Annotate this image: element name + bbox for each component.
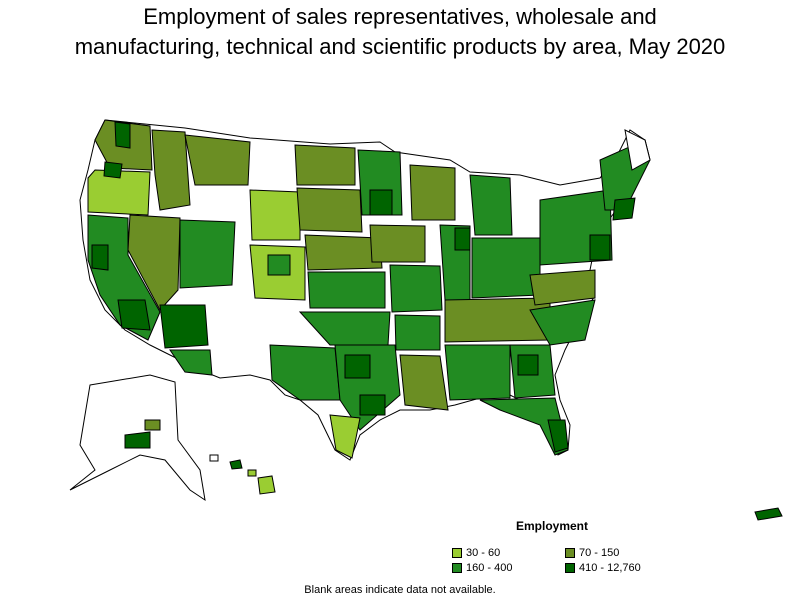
region-carolinas — [529, 299, 596, 346]
region-boston — [612, 197, 636, 221]
region-id — [151, 129, 191, 211]
region-ky-tn — [444, 297, 551, 343]
alaska-anchorage — [124, 431, 151, 449]
region-nd — [294, 144, 356, 186]
region-houston — [359, 394, 386, 416]
region-chicago — [454, 227, 471, 251]
legend-item-70-150: 70 - 150 — [565, 547, 619, 559]
legend-label: 410 - 12,760 — [579, 562, 641, 574]
region-denver — [267, 254, 291, 276]
hawaii-kauai — [209, 454, 219, 462]
legend-label: 160 - 400 — [466, 562, 513, 574]
legend-swatch — [565, 548, 575, 558]
hawaii — [209, 454, 276, 495]
legend-label: 70 - 150 — [579, 547, 620, 559]
legend-item-160-400: 160 - 400 — [452, 562, 512, 574]
region-az — [159, 304, 209, 349]
footnote: Blank areas indicate data not available. — [304, 584, 496, 596]
region-seattle — [114, 121, 131, 149]
region-in-oh — [471, 237, 541, 299]
legend-title: Employment — [516, 519, 589, 533]
region-wi — [409, 164, 456, 221]
hawaii-big-island — [257, 475, 276, 495]
region-mo — [389, 264, 443, 313]
region-sd — [296, 187, 363, 233]
puerto-rico — [754, 507, 783, 521]
region-va — [529, 269, 596, 306]
alaska — [69, 374, 206, 502]
region-ut — [179, 219, 236, 289]
region-ms-al — [444, 344, 511, 401]
region-la-state — [399, 354, 449, 411]
region-la — [117, 299, 151, 331]
region-mpls — [369, 189, 393, 216]
region-atlanta — [517, 354, 539, 376]
region-bay-area — [91, 244, 109, 271]
region-az-south — [169, 349, 213, 376]
region-mt-west — [184, 134, 251, 186]
legend-item-410-12760: 410 - 12,760 — [565, 562, 641, 574]
region-nyc — [589, 234, 611, 261]
legend-label: 30 - 60 — [466, 547, 501, 559]
contiguous-us — [79, 119, 651, 461]
region-portland — [103, 161, 123, 179]
hawaii-maui — [247, 469, 257, 477]
region-ne — [304, 234, 383, 271]
title-line-2: manufacturing, technical and scientific … — [74, 34, 726, 59]
alaska-fairbanks — [144, 419, 161, 431]
legend-item-30-60: 30 - 60 — [452, 547, 500, 559]
region-fl-south — [547, 419, 569, 453]
region-fl — [479, 397, 569, 456]
puerto-rico-shape — [754, 507, 783, 521]
title-line-1: Employment of sales representatives, who… — [143, 4, 657, 29]
map-title: Employment of sales representatives, who… — [0, 2, 800, 62]
region-dallas — [344, 354, 371, 379]
region-or — [87, 169, 151, 216]
region-tx-west — [269, 344, 341, 401]
region-mi — [469, 174, 513, 236]
legend-swatch — [565, 563, 575, 573]
region-wy — [249, 189, 301, 241]
region-me — [624, 129, 651, 171]
region-ar — [394, 314, 441, 351]
hawaii-oahu — [229, 459, 243, 470]
legend-swatch — [452, 563, 462, 573]
region-ks — [307, 271, 386, 309]
region-tx-south — [329, 414, 361, 459]
legend-swatch — [452, 548, 462, 558]
region-ia — [369, 224, 426, 263]
